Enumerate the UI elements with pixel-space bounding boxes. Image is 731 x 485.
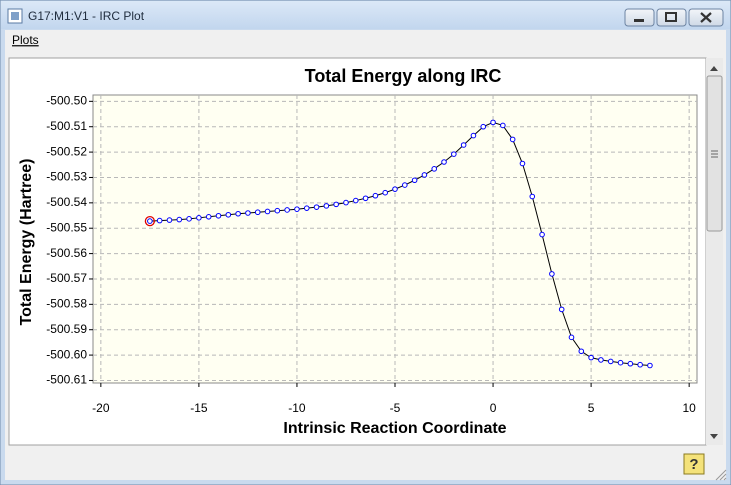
y-tick-label: -500.55 — [46, 220, 87, 234]
window-title: G17:M1:V1 - IRC Plot — [28, 9, 145, 23]
data-point — [215, 212, 222, 219]
data-point — [392, 186, 398, 192]
maximize-icon — [665, 12, 677, 22]
y-tick-label: -500.51 — [46, 119, 87, 133]
data-point — [284, 207, 290, 213]
y-tick-label: -500.50 — [46, 94, 87, 108]
data-point — [480, 123, 487, 130]
x-tick-label: -5 — [390, 401, 401, 415]
y-tick-label: -500.57 — [46, 271, 87, 285]
data-point — [470, 132, 477, 139]
data-point — [431, 166, 438, 172]
data-point — [441, 159, 447, 165]
close-icon — [700, 12, 712, 23]
scroll-up[interactable] — [710, 66, 718, 71]
y-tick-label: -500.58 — [46, 297, 87, 311]
x-tick-label: -20 — [92, 401, 110, 415]
menu-plots[interactable]: Plots — [12, 33, 39, 47]
data-point — [490, 119, 496, 126]
chart-title: Total Energy along IRC — [305, 66, 502, 86]
data-point — [294, 206, 300, 212]
minimize-button[interactable] — [624, 8, 655, 27]
data-point — [323, 203, 330, 209]
x-tick-label: 10 — [682, 401, 696, 415]
y-tick-label: -500.52 — [46, 144, 87, 158]
data-point — [264, 208, 271, 215]
title-bar — [1, 1, 730, 29]
data-point — [205, 213, 212, 220]
size-grip — [715, 469, 727, 481]
data-point — [352, 197, 359, 204]
data-point — [274, 207, 281, 214]
y-axis-label: Total Energy (Hartree) — [18, 159, 35, 326]
data-point — [539, 231, 545, 238]
data-point — [362, 195, 369, 202]
data-point — [500, 122, 506, 129]
help-button[interactable] — [683, 453, 705, 475]
data-point — [529, 193, 536, 200]
data-point — [460, 142, 467, 148]
energy-line — [149, 121, 650, 366]
data-point — [558, 306, 565, 313]
y-tick-label: -500.61 — [46, 373, 87, 387]
data-point — [402, 182, 408, 188]
data-point — [549, 271, 555, 277]
window-buttons — [624, 8, 724, 27]
x-tick-label: -10 — [288, 401, 306, 415]
data-point — [176, 216, 183, 223]
app-icon-inner — [11, 12, 19, 20]
data-point — [196, 215, 202, 221]
scrollbar — [706, 58, 723, 445]
x-tick-label: 5 — [588, 401, 595, 415]
data-point — [509, 136, 516, 143]
data-point — [156, 217, 163, 224]
data-point — [451, 151, 457, 157]
data-point — [245, 210, 251, 216]
data-point — [186, 216, 192, 222]
data-point — [166, 217, 173, 223]
data-point — [598, 357, 604, 363]
scroll-down[interactable] — [710, 434, 718, 439]
data-point — [607, 358, 614, 365]
y-tick-label: -500.53 — [46, 170, 87, 184]
data-point — [627, 360, 634, 367]
data-point — [578, 348, 585, 355]
maximize-button[interactable] — [656, 8, 687, 27]
chart: Total Energy along IRC Intrinsic Reactio… — [18, 66, 698, 437]
data-point — [637, 361, 643, 368]
data-point — [411, 177, 418, 184]
data-point — [333, 201, 339, 208]
data-point — [303, 205, 310, 211]
x-tick-label: -15 — [190, 401, 208, 415]
y-tick-label: -500.56 — [46, 246, 87, 260]
data-point — [588, 354, 594, 361]
data-point — [313, 204, 320, 210]
minimize-icon — [634, 19, 644, 22]
data-point — [343, 199, 349, 206]
data-point — [372, 192, 379, 199]
data-point — [617, 359, 624, 366]
y-tick-label: -500.59 — [46, 322, 87, 336]
data-point — [421, 172, 428, 178]
scroll-grip — [711, 150, 718, 158]
data-point — [382, 189, 388, 196]
data-point — [647, 362, 653, 369]
highlighted-point — [144, 215, 156, 227]
data-point — [235, 210, 241, 217]
data-point — [225, 211, 232, 218]
data-point — [254, 209, 261, 216]
x-axis-label: Intrinsic Reaction Coordinate — [283, 420, 506, 437]
help-icon: ? — [689, 456, 698, 473]
data-point — [147, 218, 153, 224]
y-tick-label: -500.60 — [46, 347, 87, 361]
x-tick-label: 0 — [490, 401, 497, 415]
data-point — [568, 334, 575, 341]
data-point — [519, 160, 526, 167]
y-tick-label: -500.54 — [46, 195, 87, 209]
